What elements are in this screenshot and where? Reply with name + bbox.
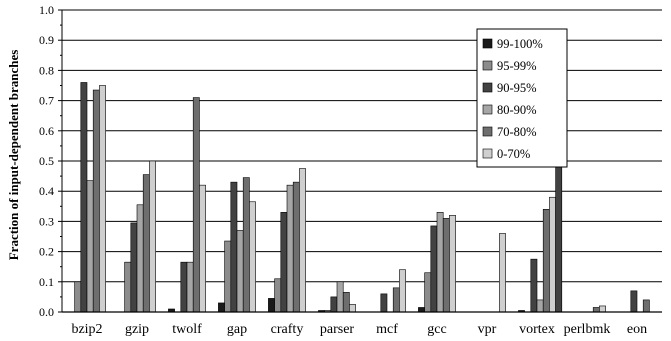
legend-box (476, 28, 568, 168)
bar-twolf-80-90% (186, 261, 194, 313)
y-axis-title: Fraction of input-dependent branches (6, 50, 21, 261)
bar-vortex-90-95% (530, 258, 538, 313)
bar-twolf-0-70% (199, 184, 206, 313)
x-tick-label: bzip2 (71, 322, 102, 337)
bar-gap-99-100% (218, 302, 225, 313)
legend-swatch (482, 38, 493, 49)
bar-gcc-80-90% (436, 212, 444, 313)
x-tick-label: perlbmk (564, 322, 611, 337)
bar-gap-90-95% (230, 181, 238, 313)
y-tick-label: 0.2 (39, 245, 54, 259)
legend-entry: 95-99% (497, 59, 537, 73)
bar-gzip-90-95% (130, 222, 138, 313)
y-tick-label: 0.8 (39, 63, 54, 77)
bar-vortex-extra (555, 160, 563, 313)
legend-swatch (482, 104, 493, 115)
bar-vpr-0-70% (499, 233, 506, 313)
bar-gap-70-80% (242, 177, 250, 313)
legend-swatch (482, 60, 493, 71)
x-tick-label: mcf (376, 322, 398, 337)
bar-crafty-95-99% (274, 278, 282, 313)
bar-parser-80-90% (336, 281, 344, 313)
y-axis-ticks: 0.0 0.1 0.2 0.3 0.4 0.5 0.6 0.7 0.8 0.9 1.0 (39, 3, 62, 319)
legend-entry: 70-80% (497, 125, 537, 139)
bar-crafty-70-80% (292, 181, 300, 313)
x-tick-label: parser (320, 322, 355, 337)
bar-gcc-70-80% (442, 218, 450, 313)
bar-gcc-0-70% (449, 215, 456, 313)
x-tick-label: crafty (271, 322, 304, 337)
x-tick-label: twolf (172, 322, 202, 337)
x-tick-label: eon (627, 322, 647, 337)
bar-bzip2-90-95% (80, 82, 88, 313)
bar-twolf-70-80% (192, 97, 200, 313)
y-tick-label: 0.7 (39, 94, 54, 108)
bar-perlbmk-70-80% (592, 307, 600, 313)
y-tick-label: 0.3 (39, 214, 54, 228)
bar-mcf-90-95% (380, 293, 388, 313)
bar-bzip2-0-70% (99, 85, 106, 313)
bar-crafty-90-95% (280, 212, 288, 313)
bar-twolf-90-95% (180, 261, 188, 313)
bar-crafty-0-70% (299, 168, 306, 313)
bar-vortex-80-90% (536, 299, 544, 313)
bar-vortex-0-70% (549, 196, 556, 313)
bar-parser-70-80% (342, 292, 350, 313)
bars (62, 82, 662, 313)
bar-bzip2-70-80% (92, 89, 100, 313)
bar-gzip-95-99% (124, 261, 132, 313)
bar-gzip-0-70% (149, 160, 156, 313)
x-tick-label: gzip (125, 322, 149, 337)
bar-vortex-70-80% (542, 209, 550, 313)
x-tick-label: vortex (519, 322, 555, 337)
legend: 99-100% 95-99% 90-95% 80-90% 70-80% 0-70% (476, 28, 568, 168)
bar-mcf-70-80% (392, 287, 400, 313)
legend-entry: 80-90% (497, 103, 537, 117)
x-tick-label: gcc (427, 322, 446, 337)
bar-bzip2-95-99% (74, 281, 82, 313)
legend-entry: 0-70% (497, 147, 530, 161)
legend-swatch (482, 126, 493, 137)
bar-eon-90-95% (630, 290, 638, 313)
legend-entry: 99-100% (497, 37, 543, 51)
bar-gcc-95-99% (424, 272, 432, 313)
x-tick-label: gap (227, 322, 247, 337)
bar-gap-80-90% (236, 230, 244, 313)
bar-gzip-70-80% (142, 174, 150, 313)
bar-bzip2-80-90% (86, 180, 94, 313)
y-tick-label: 0.1 (39, 275, 54, 289)
y-tick-label: 0.9 (39, 33, 54, 47)
bar-perlbmk-0-70% (599, 305, 606, 313)
bar-crafty-99-100% (268, 298, 275, 313)
legend-entry: 90-95% (497, 81, 537, 95)
bar-gcc-99-100% (418, 307, 425, 313)
bar-gap-95-99% (224, 240, 232, 313)
bar-gcc-90-95% (430, 225, 438, 313)
bar-mcf-0-70% (399, 269, 406, 313)
legend-swatch (482, 148, 493, 159)
y-tick-label: 1.0 (39, 3, 54, 17)
x-tick-label: vpr (478, 322, 497, 337)
bar-parser-90-95% (330, 296, 338, 313)
bar-eon-70-80% (642, 299, 650, 313)
y-tick-label: 0.6 (39, 124, 54, 138)
y-tick-label: 0.5 (39, 154, 54, 168)
legend-swatch (482, 82, 493, 93)
y-tick-label: 0.4 (39, 184, 54, 198)
bar-gzip-80-90% (136, 204, 144, 313)
x-axis-labels: bzip2 gzip twolf gap crafty parser mcf gcc vpr vo… (71, 322, 647, 337)
bar-parser-0-70% (349, 304, 356, 313)
bar-crafty-80-90% (286, 184, 294, 313)
y-tick-label: 0.0 (39, 305, 54, 319)
bar-gap-0-70% (249, 201, 256, 313)
